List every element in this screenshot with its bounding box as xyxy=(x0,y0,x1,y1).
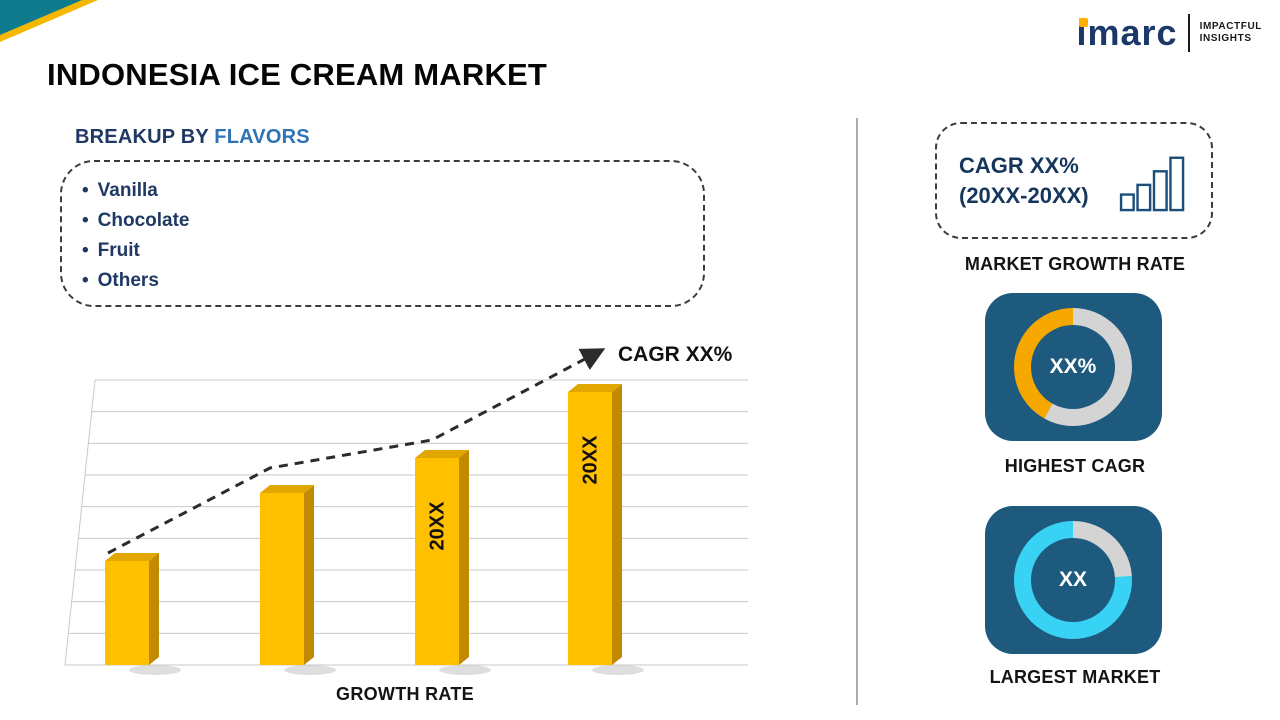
flavor-label: Vanilla xyxy=(97,180,158,201)
largest-market-hole xyxy=(1031,538,1115,622)
highest-cagr-value: XX% xyxy=(1049,355,1097,378)
flavor-label: Others xyxy=(97,270,159,291)
imarc-brand-text: imarc xyxy=(1076,15,1177,51)
chart-x-axis-label: GROWTH RATE xyxy=(336,684,474,704)
corner-teal-triangle xyxy=(0,0,82,35)
imarc-flame-icon xyxy=(1079,18,1089,27)
trend-arrow xyxy=(107,348,606,555)
bullet-icon: • xyxy=(82,180,89,201)
highest-cagr-ring: XX% xyxy=(1014,308,1132,426)
largest-market-label: LARGEST MARKET xyxy=(989,667,1161,687)
breakup-heading-prefix: BREAKUP BY xyxy=(75,126,215,148)
market-growth-rate-card: CAGR XX% (20XX-20XX) xyxy=(935,122,1213,239)
list-item-vanilla: • Vanilla xyxy=(82,176,703,206)
chart-gridlines xyxy=(64,379,748,666)
trend-cagr-label: CAGR XX% xyxy=(618,343,733,366)
imarc-wordmark: imarc xyxy=(1076,12,1178,53)
logo-tagline: IMPACTFUL INSIGHTS xyxy=(1200,21,1262,45)
flavor-label: Fruit xyxy=(97,240,140,261)
growth-rate-chart-svg: 20XX 20XX CAGR XX% xyxy=(64,343,748,675)
logo-divider xyxy=(1187,14,1190,52)
largest-market-card: XX xyxy=(985,506,1162,654)
bullet-icon: • xyxy=(82,210,89,231)
list-item-others: • Others xyxy=(82,266,703,296)
cagr-line2: (20XX-20XX) xyxy=(959,182,1089,208)
highest-cagr-label: HIGHEST CAGR xyxy=(1004,456,1146,476)
largest-market-value: XX xyxy=(1058,568,1087,591)
corner-decoration xyxy=(0,0,98,42)
chart-bars: 20XX 20XX xyxy=(105,384,644,675)
breakup-heading: BREAKUP BY FLAVORS xyxy=(75,126,310,149)
largest-market-ring: XX xyxy=(1014,521,1132,639)
highest-cagr-hole xyxy=(1031,325,1115,409)
vertical-divider xyxy=(856,118,858,705)
flavors-list-box: • Vanilla • Chocolate • Fruit • Others xyxy=(60,160,705,307)
svg-text:20XX: 20XX xyxy=(426,501,448,551)
flavor-label: Chocolate xyxy=(97,210,190,231)
bullet-icon: • xyxy=(82,240,89,261)
logo-tagline-line1: IMPACTFUL xyxy=(1199,21,1262,32)
list-item-chocolate: • Chocolate xyxy=(82,206,703,236)
growth-rate-chart: 20XX 20XX CAGR XX% xyxy=(60,335,750,680)
flavors-list: • Vanilla • Chocolate • Fruit • Others xyxy=(82,176,703,296)
list-item-fruit: • Fruit xyxy=(82,236,703,266)
bar-chart-icon xyxy=(1119,156,1185,211)
logo-tagline-line2: INSIGHTS xyxy=(1199,33,1252,44)
cagr-line1: CAGR XX% xyxy=(959,152,1079,178)
breakup-heading-highlight: FLAVORS xyxy=(214,126,310,148)
highest-cagr-card: XX% xyxy=(985,293,1162,441)
bullet-icon: • xyxy=(82,270,89,291)
cagr-text: CAGR XX% (20XX-20XX) xyxy=(959,151,1089,211)
svg-text:20XX: 20XX xyxy=(579,435,601,485)
imarc-logo: imarc IMPACTFUL INSIGHTS xyxy=(1076,14,1262,52)
market-growth-rate-label: MARKET GROWTH RATE xyxy=(964,254,1186,274)
page-title: INDONESIA ICE CREAM MARKET xyxy=(47,57,548,92)
